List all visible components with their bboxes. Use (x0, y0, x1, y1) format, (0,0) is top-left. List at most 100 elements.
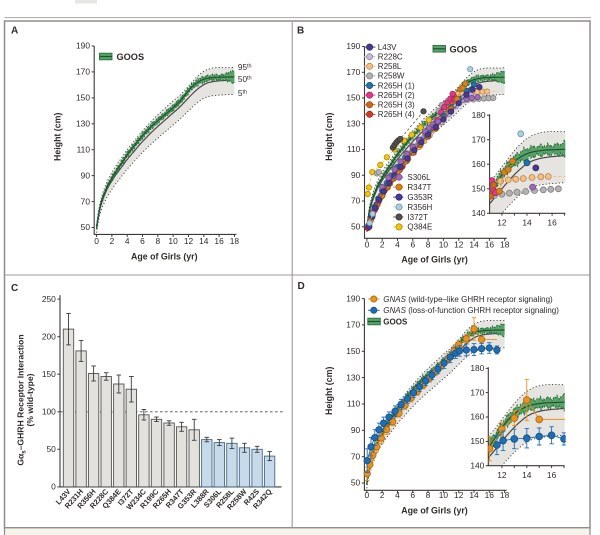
svg-text:8: 8 (426, 240, 431, 250)
svg-text:110: 110 (347, 399, 361, 409)
svg-text:18: 18 (230, 236, 240, 246)
svg-text:B: B (297, 26, 304, 37)
svg-text:R347T: R347T (407, 183, 431, 192)
svg-text:GOOS: GOOS (450, 45, 478, 55)
svg-text:Height (cm): Height (cm) (53, 113, 63, 161)
svg-text:150: 150 (470, 436, 484, 446)
svg-text:14: 14 (469, 240, 479, 250)
svg-text:130: 130 (76, 119, 90, 129)
svg-text:A: A (11, 26, 18, 37)
svg-text:Height (cm): Height (cm) (324, 367, 334, 415)
svg-text:G353R: G353R (407, 193, 433, 202)
svg-text:0: 0 (94, 236, 99, 246)
svg-text:Height (cm): Height (cm) (324, 112, 334, 160)
svg-text:250: 250 (42, 294, 56, 304)
svg-text:190: 190 (346, 293, 360, 303)
svg-text:R356H: R356H (407, 203, 432, 212)
svg-text:6: 6 (410, 490, 415, 500)
svg-text:Q384E: Q384E (407, 223, 432, 232)
svg-text:70: 70 (351, 196, 361, 206)
svg-text:170: 170 (76, 67, 90, 77)
svg-text:12: 12 (497, 470, 507, 480)
svg-text:GOOS: GOOS (383, 317, 408, 326)
svg-text:150: 150 (346, 346, 360, 356)
svg-text:16: 16 (547, 470, 557, 480)
svg-text:150: 150 (472, 184, 486, 194)
svg-text:18: 18 (500, 240, 510, 250)
svg-text:6: 6 (140, 236, 145, 246)
svg-text:90: 90 (81, 170, 91, 180)
svg-text:16: 16 (547, 218, 557, 228)
svg-text:R265H (1): R265H (1) (378, 81, 415, 90)
svg-text:140: 140 (472, 208, 486, 218)
svg-text:110: 110 (347, 144, 361, 154)
svg-text:140: 140 (470, 460, 484, 470)
svg-text:5th: 5th (238, 89, 247, 98)
svg-text:16: 16 (485, 240, 495, 250)
svg-text:150: 150 (76, 93, 90, 103)
svg-text:GNAS (wild-type–like GHRH rece: GNAS (wild-type–like GHRH receptor signa… (383, 295, 553, 304)
svg-text:50: 50 (46, 444, 56, 454)
svg-text:GOOS: GOOS (117, 52, 145, 62)
svg-text:70: 70 (351, 451, 361, 461)
svg-text:130: 130 (346, 372, 360, 382)
svg-text:8: 8 (426, 490, 431, 500)
svg-text:L43V: L43V (378, 43, 397, 52)
svg-text:Age of Girls (yr): Age of Girls (yr) (131, 252, 198, 262)
svg-text:R258L: R258L (378, 62, 402, 71)
svg-text:200: 200 (42, 332, 56, 342)
svg-text:130: 130 (346, 119, 360, 129)
svg-text:95th: 95th (238, 63, 252, 72)
svg-text:170: 170 (346, 67, 360, 77)
svg-text:160: 160 (472, 159, 486, 169)
svg-text:14: 14 (199, 236, 209, 246)
svg-text:S306L: S306L (407, 173, 431, 182)
svg-text:190: 190 (76, 41, 90, 51)
svg-text:90: 90 (351, 170, 361, 180)
svg-text:0: 0 (364, 490, 369, 500)
svg-text:R228C: R228C (378, 53, 403, 62)
svg-text:12: 12 (497, 218, 507, 228)
svg-text:GNAS (loss-of-function GHRH re: GNAS (loss-of-function GHRH receptor sig… (383, 306, 559, 315)
svg-text:R265H (3): R265H (3) (378, 101, 415, 110)
svg-text:18: 18 (500, 490, 510, 500)
svg-text:Age of Girls (yr): Age of Girls (yr) (401, 506, 468, 516)
svg-text:12: 12 (454, 240, 464, 250)
svg-text:14: 14 (522, 470, 532, 480)
svg-text:50: 50 (351, 478, 361, 488)
svg-text:D: D (298, 281, 305, 292)
svg-text:180: 180 (472, 110, 486, 120)
svg-text:12: 12 (454, 490, 464, 500)
svg-text:170: 170 (346, 320, 360, 330)
svg-text:70: 70 (81, 196, 91, 206)
svg-text:8: 8 (155, 236, 160, 246)
svg-text:R265H (2): R265H (2) (378, 91, 415, 100)
svg-text:10: 10 (439, 240, 449, 250)
svg-text:50: 50 (351, 222, 361, 232)
svg-text:0: 0 (365, 240, 370, 250)
svg-text:Age of Girls (yr): Age of Girls (yr) (401, 255, 468, 265)
svg-text:170: 170 (472, 134, 486, 144)
svg-text:12: 12 (184, 236, 194, 246)
svg-text:R258W: R258W (378, 72, 405, 81)
svg-text:150: 150 (346, 93, 360, 103)
svg-text:100: 100 (42, 407, 56, 417)
svg-text:14: 14 (469, 490, 479, 500)
svg-text:2: 2 (110, 236, 115, 246)
svg-text:190: 190 (346, 41, 360, 51)
svg-text:4: 4 (125, 236, 130, 246)
svg-text:160: 160 (470, 412, 484, 422)
svg-text:C: C (11, 283, 18, 294)
svg-text:I372T: I372T (407, 213, 428, 222)
svg-text:4: 4 (395, 490, 400, 500)
svg-text:170: 170 (470, 387, 484, 397)
svg-text:0: 0 (51, 482, 56, 492)
svg-text:16: 16 (214, 236, 224, 246)
svg-text:R265H (4): R265H (4) (378, 110, 415, 119)
svg-text:2: 2 (380, 490, 385, 500)
svg-text:150: 150 (42, 369, 56, 379)
svg-text:16: 16 (485, 490, 495, 500)
svg-text:4: 4 (395, 240, 400, 250)
svg-text:90: 90 (351, 425, 361, 435)
svg-text:180: 180 (470, 363, 484, 373)
